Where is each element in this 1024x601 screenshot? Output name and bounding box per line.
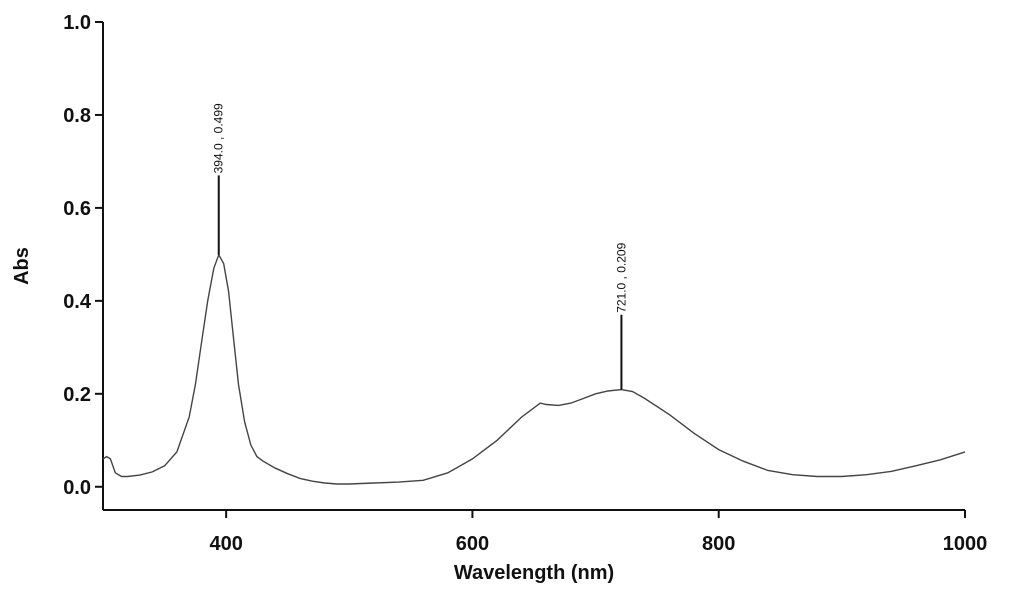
x-axis-ticks: 400 600 800 1000 (209, 510, 987, 555)
y-tick-label: 1.0 (63, 12, 91, 34)
absorbance-series-line (102, 253, 966, 485)
y-tick-label: 0.6 (63, 198, 91, 220)
x-tick-label: 1000 (943, 533, 988, 555)
y-tick-label: 0.4 (63, 291, 92, 313)
y-tick-label: 0.8 (63, 105, 91, 127)
x-axis-title: Wavelength (nm) (454, 562, 614, 584)
x-tick-label: 800 (702, 533, 735, 555)
series-group (102, 253, 966, 485)
x-tick-label: 400 (209, 533, 242, 555)
y-axis-ticks: 0.0 0.2 0.4 0.6 0.8 1.0 (63, 12, 103, 499)
peak-label: 394.0 , 0.499 (212, 103, 226, 173)
peak-annotations: 394.0 , 0.499 721.0 , 0.209 (212, 103, 628, 390)
peak-label: 721.0 , 0.209 (614, 242, 628, 312)
x-tick-label: 600 (456, 533, 489, 555)
y-tick-label: 0.2 (63, 384, 91, 406)
y-axis-title: Abs (11, 247, 33, 285)
y-tick-label: 0.0 (63, 477, 91, 499)
axes (102, 22, 965, 511)
